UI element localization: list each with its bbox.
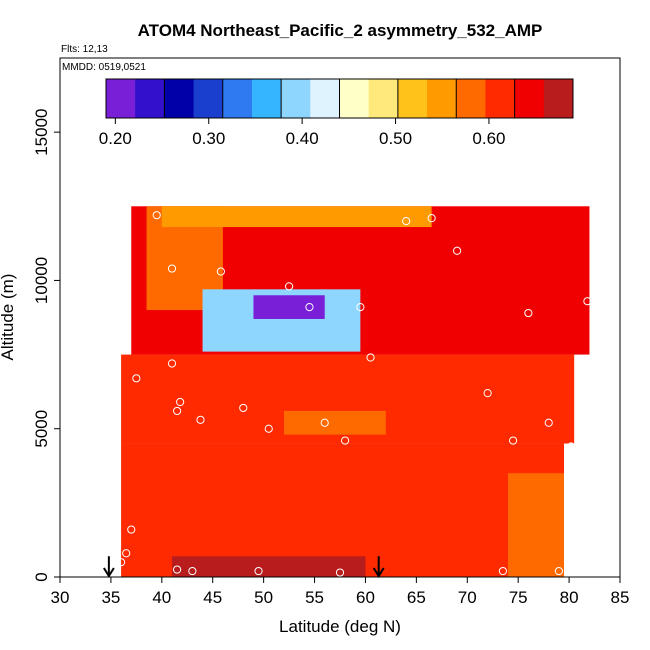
y-axis: 0 5000 10000 15000 [32,109,60,582]
colorbar-segment [135,79,165,118]
flight-point [498,566,508,576]
colorbar-frame [105,78,574,119]
field-cell [508,473,564,577]
flights-label: Flts: 12,13 [61,44,108,55]
y-tick-label: 5000 [32,410,51,448]
flight-point [320,418,329,427]
colorbar-tick-label: 0.50 [379,129,412,148]
field-cell [284,410,386,435]
dates-label: MMDD: 0519,0521 [62,62,146,73]
x-tick-label: 65 [407,588,426,607]
x-tick-label: 55 [305,588,324,607]
flight-point [188,566,197,576]
flight-point [305,303,314,312]
curtain-field [121,206,590,577]
colorbar-tick-label: 0.30 [192,129,225,148]
flight-point [196,415,205,424]
colorbar-segment [514,79,545,118]
field-cell [121,443,564,577]
arrow-head [372,567,385,578]
y-tick-label: 0 [32,572,51,581]
flight-points [111,211,592,577]
colorbar-segment [164,79,194,118]
arrow-head [103,567,115,578]
flight-point [583,297,592,306]
colorbar-segment [193,79,224,118]
flight-point [335,568,345,577]
flight-point [122,549,131,558]
colorbar-tick-label: 0.40 [286,129,319,148]
y-axis-label: Altitude (m) [0,274,17,361]
flight-point [524,308,533,318]
field-cell [161,206,432,228]
colorbar: 0.20 0.30 0.40 0.50 0.60 [99,78,574,148]
x-tick-label: 35 [101,588,120,607]
x-tick-label: 40 [152,588,171,607]
flight-point [216,267,225,276]
y-tick-label: 15000 [32,109,51,156]
x-tick-label: 60 [356,588,375,607]
y-tick-label: 10000 [32,257,51,304]
flight-point [340,436,350,445]
colorbar-segment [397,79,428,118]
x-tick-label: 75 [509,588,528,607]
x-axis: 30 35 40 45 50 55 60 65 70 75 80 85 [51,577,630,607]
flight-point [167,264,177,273]
flight-point [402,217,411,226]
flight-point [554,566,564,576]
colorbar-tick-label: 0.20 [99,129,132,148]
arrow-markers [103,556,385,578]
x-tick-label: 50 [254,588,273,607]
flight-point [254,566,263,576]
flight-point [167,359,177,368]
x-tick-label: 85 [611,588,630,607]
flight-point [544,418,553,427]
colorbar-tick-label: 0.60 [472,129,505,148]
colorbar-segment [310,79,340,118]
flight-point [176,397,185,407]
flight-point [452,246,462,255]
x-tick-label: 80 [560,588,579,607]
colorbar-segment [543,79,574,118]
flight-point [172,406,182,416]
flight-point [264,424,273,433]
flight-point [172,565,182,574]
flight-point [508,436,518,445]
x-axis-label: Latitude (deg N) [279,617,401,636]
plot-frame [59,57,621,578]
flight-point [116,558,126,567]
flight-point [132,374,141,383]
flight-point [427,214,436,223]
flight-point [239,403,248,413]
colorbar-segment [281,79,311,118]
flight-point [284,282,294,291]
flight-point [127,525,136,534]
colorbar-segment [339,79,370,118]
flight-point [567,442,576,451]
field-cell [172,556,366,577]
flight-point [366,353,375,362]
colorbar-segment [427,79,457,118]
colorbar-segment [368,79,399,118]
chart-title: ATOM4 Northeast_Pacific_2 asymmetry_532_… [138,21,543,40]
x-tick-label: 45 [203,588,222,607]
colorbar-segment [456,79,486,118]
colorbar-segment [251,79,282,118]
colorbar-segment [222,79,253,118]
flight-point [152,211,161,220]
colorbar-segment [485,79,516,118]
x-tick-label: 30 [51,588,70,607]
flight-point [111,451,121,460]
flight-point [356,303,365,312]
x-tick-label: 70 [458,588,477,607]
field-cell [253,295,325,319]
flight-point [483,389,492,398]
colorbar-segment [106,79,136,118]
